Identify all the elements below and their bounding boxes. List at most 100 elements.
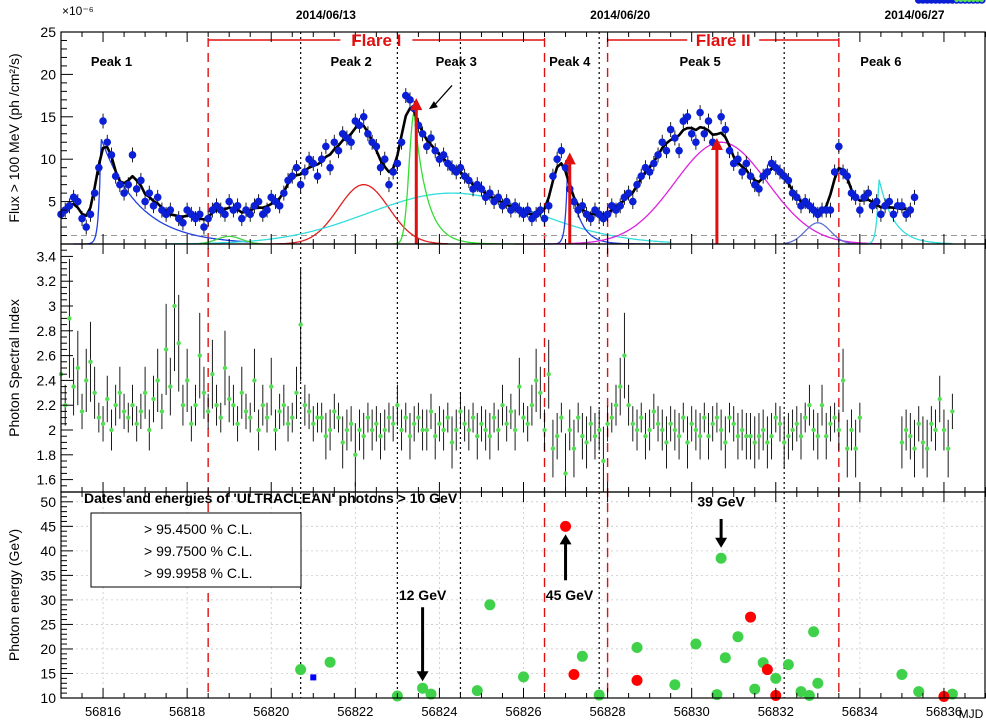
index-point	[941, 427, 947, 433]
x-tick-label: 56818	[169, 704, 205, 719]
index-point	[840, 378, 846, 383]
flux-point	[856, 206, 864, 214]
flux-point	[145, 189, 154, 197]
x-tick-label: 56824	[421, 704, 457, 719]
x-tick-label: 56830	[674, 704, 710, 719]
index-point	[496, 427, 501, 433]
y-tick-label: 5	[48, 194, 56, 210]
index-point	[529, 403, 535, 408]
flux-point	[418, 129, 427, 138]
index-point	[306, 409, 312, 414]
y-tick-label: 2	[48, 422, 56, 438]
index-point	[853, 446, 858, 451]
photon-point-9975	[715, 552, 727, 564]
photon-point-9975	[913, 686, 925, 698]
index-point	[546, 372, 551, 377]
flux-point	[784, 176, 793, 185]
flux-point	[422, 142, 431, 151]
index-point	[130, 403, 135, 408]
index-point	[580, 434, 585, 439]
photon-point-9975	[518, 671, 529, 683]
flux-point	[826, 206, 835, 214]
index-point	[151, 396, 156, 402]
x-tick-label: 56822	[337, 704, 373, 719]
flux-point	[658, 138, 667, 147]
index-point	[458, 409, 463, 414]
flux-point	[683, 113, 692, 121]
index-point	[933, 427, 938, 433]
energy-annotation: 12 GeV	[399, 587, 447, 603]
y-tick-label: 25	[40, 616, 56, 632]
y-exponent: ×10⁻⁶	[62, 4, 94, 18]
index-point	[395, 403, 400, 408]
index-point	[639, 415, 644, 420]
index-point	[735, 434, 741, 439]
flux-point	[877, 210, 885, 219]
index-point	[790, 427, 795, 433]
index-point	[382, 427, 387, 433]
index-point	[462, 421, 467, 426]
index-point	[449, 440, 455, 445]
index-point	[302, 403, 308, 408]
index-point	[353, 452, 358, 457]
flux-point	[65, 202, 74, 210]
flux-point	[431, 146, 440, 155]
index-point	[332, 409, 337, 414]
index-point	[189, 421, 194, 426]
index-point	[155, 378, 160, 383]
y-tick-label: 15	[40, 109, 56, 125]
flux-point	[906, 206, 915, 214]
flux-point	[486, 189, 494, 197]
index-point	[903, 427, 909, 433]
peak-label: Peak 6	[860, 54, 901, 69]
index-point	[765, 440, 770, 445]
flux-point	[889, 210, 898, 219]
flux-point	[742, 159, 751, 168]
date-label: 2014/06/13	[296, 8, 356, 22]
index-point	[487, 434, 493, 439]
index-point	[807, 403, 812, 408]
flux-point	[465, 176, 473, 185]
index-point	[756, 434, 762, 439]
flux-point	[616, 202, 625, 210]
fit-component-4	[199, 235, 263, 245]
index-point	[285, 421, 291, 426]
index-point	[252, 378, 257, 383]
index-point	[75, 365, 81, 371]
index-point	[857, 415, 863, 420]
fit-component-5	[393, 110, 524, 245]
flux-point	[586, 214, 595, 223]
flux-point	[477, 185, 486, 193]
index-point	[924, 446, 930, 451]
legend-label: > 99.7500 % C.L.	[144, 543, 253, 559]
index-point	[592, 434, 598, 439]
fit-component-7	[515, 141, 881, 245]
flux-point	[671, 134, 679, 142]
index-point	[340, 440, 345, 445]
index-point	[264, 415, 270, 420]
index-point	[428, 409, 434, 414]
flux-point	[872, 197, 881, 206]
index-point	[281, 403, 287, 408]
flux-point	[553, 155, 561, 163]
flux-point	[322, 142, 330, 151]
flux-point	[704, 117, 713, 125]
y-tick-label: 3.2	[37, 273, 57, 289]
index-point	[668, 421, 673, 426]
y-tick-label: 2.2	[37, 397, 57, 413]
index-point	[117, 390, 123, 395]
index-point	[239, 390, 244, 395]
annotation-arrow-head	[715, 537, 728, 548]
flux-point	[864, 189, 873, 197]
legend-label: > 99.9958 % C.L.	[144, 565, 253, 581]
index-point	[575, 415, 581, 420]
index-point	[618, 384, 623, 389]
flux-point	[645, 168, 654, 176]
flux-point	[288, 172, 297, 180]
flux-point	[317, 155, 326, 163]
index-point	[723, 440, 728, 445]
index-point	[769, 434, 774, 439]
index-point	[433, 434, 438, 439]
index-point	[567, 427, 572, 433]
photon-point-999958	[761, 664, 773, 676]
